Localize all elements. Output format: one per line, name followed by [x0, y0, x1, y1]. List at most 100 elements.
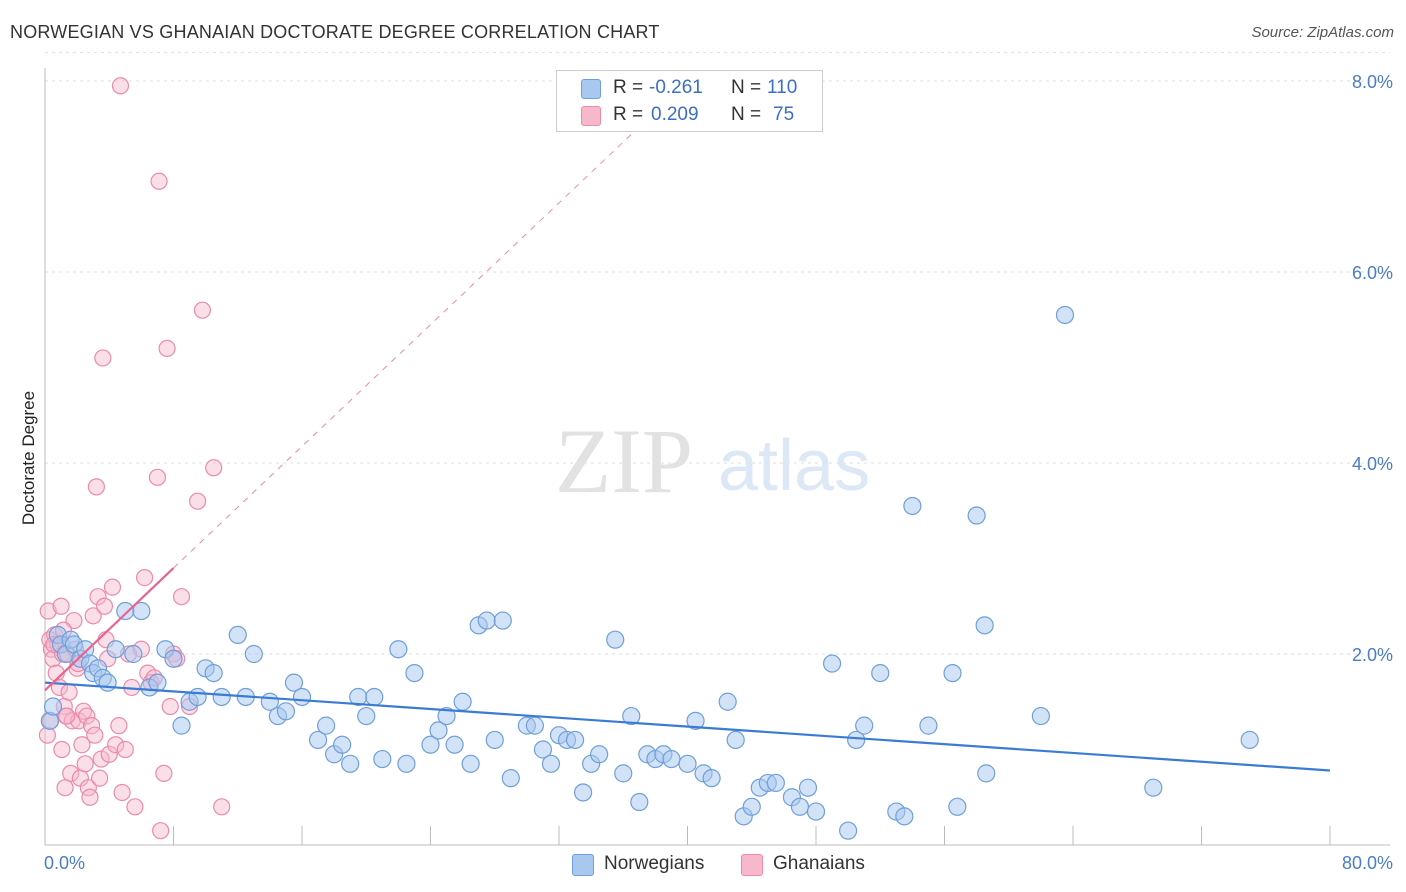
norwegian-point — [405, 663, 424, 683]
watermark-atlas: atlas — [718, 426, 870, 506]
ghanaian-point — [76, 755, 94, 773]
y-tick-label: 2.0% — [1352, 645, 1393, 665]
ghanaian-n-value: 75 — [773, 104, 795, 125]
ghanaian-point — [87, 478, 106, 496]
norwegian-point — [855, 716, 874, 735]
norwegian-point — [798, 778, 818, 797]
norwegian-point — [919, 716, 938, 735]
ghanaian-point — [107, 736, 125, 754]
norwegian-point — [1144, 778, 1163, 797]
ghanaian-point — [73, 736, 91, 754]
norwegian-point — [975, 616, 994, 635]
ghanaian-point — [148, 468, 167, 486]
ghanaian-point — [161, 697, 179, 716]
ghanaian-point — [155, 764, 173, 782]
ghanaian-point — [60, 683, 78, 701]
ghanaian-point — [113, 783, 131, 802]
ghanaian-n-label: N = — [731, 104, 762, 125]
ghanaian-points — [38, 77, 231, 840]
norwegian-point — [565, 730, 585, 750]
norwegian-point — [373, 749, 392, 769]
norwegian-point — [365, 687, 384, 707]
norwegian-point — [453, 692, 472, 711]
norwegian-point — [790, 797, 810, 816]
tick-labels: 2.0% 4.0% 6.0% 8.0% 0.0% 80.0% — [44, 72, 1393, 873]
ghanaian-point — [193, 301, 212, 319]
ghanaian-point — [94, 349, 112, 367]
norwegian-point — [839, 821, 858, 840]
norwegian-point — [541, 754, 561, 773]
ghanaian-point — [39, 602, 57, 620]
chart-title: NORWEGIAN VS GHANAIAN DOCTORATE DEGREE C… — [10, 22, 660, 42]
ghanaian-point — [82, 717, 101, 735]
norwegian-point — [421, 735, 440, 754]
ghanaian-point — [172, 588, 191, 606]
norwegian-n-value: 110 — [767, 77, 798, 98]
ghanaians-swatch — [741, 854, 763, 876]
norwegian-point — [622, 706, 641, 726]
ghanaian-point — [58, 707, 76, 725]
norwegian-point — [477, 611, 496, 630]
norwegian-point — [333, 735, 352, 754]
norwegian-point — [614, 764, 633, 783]
y-tick-label: 8.0% — [1352, 72, 1393, 92]
norwegian-point — [630, 792, 649, 812]
norwegians-swatch — [572, 854, 594, 876]
norwegian-point — [357, 706, 376, 726]
norwegian-point — [188, 687, 207, 707]
norwegian-swatch — [581, 79, 601, 99]
norwegian-point — [573, 783, 593, 802]
norwegian-point — [276, 702, 296, 721]
ghanaian-point — [135, 568, 154, 587]
norwegian-point — [106, 640, 125, 659]
y-tick-label: 6.0% — [1352, 263, 1393, 283]
ghanaian-trend-line — [44, 567, 175, 692]
norwegian-point — [662, 749, 681, 769]
norwegian-point — [1055, 305, 1075, 325]
ghanaian-r-label: R = — [613, 104, 644, 125]
norwegian-point — [493, 611, 512, 630]
norwegian-point — [678, 754, 697, 773]
ghanaian-point — [53, 740, 71, 759]
norwegian-point — [533, 740, 553, 759]
grid-lines — [45, 51, 1390, 655]
x-tick-label: 0.0% — [44, 853, 85, 873]
norwegian-point — [501, 769, 520, 788]
norwegian-point — [686, 711, 705, 730]
watermark-zip: ZIP — [555, 410, 693, 512]
norwegian-point — [172, 716, 191, 735]
ghanaian-point — [188, 492, 207, 510]
ghanaian-point — [81, 788, 99, 806]
ghanaian-point — [103, 578, 122, 596]
norwegian-point — [726, 730, 745, 750]
norwegian-point — [948, 797, 967, 816]
ghanaian-point — [95, 597, 114, 615]
norwegian-point — [590, 745, 609, 764]
norwegian-point — [895, 807, 914, 826]
norwegian-point — [148, 673, 167, 692]
norwegian-point — [204, 663, 223, 683]
ghanaian-point — [91, 769, 109, 787]
ghanaian-trend-extension — [173, 118, 648, 569]
norwegian-point — [292, 687, 312, 707]
ghanaian-r-value: 0.209 — [651, 104, 699, 125]
norwegian-point — [847, 730, 866, 750]
ghanaian-point — [52, 597, 70, 615]
ghanaian-point — [152, 822, 170, 840]
ghanaian-point — [84, 607, 102, 625]
norwegian-r-label: R = — [613, 77, 644, 98]
stats-legend: R = -0.261 N = 110 R = 0.209 N = 75 — [556, 70, 823, 132]
norwegian-point — [903, 496, 922, 516]
norwegian-point — [806, 802, 826, 821]
norwegian-point — [766, 773, 785, 793]
norwegian-point — [485, 730, 504, 750]
norwegian-point — [977, 764, 996, 783]
norwegian-point — [822, 654, 842, 673]
norwegian-point — [525, 716, 545, 735]
ghanaians-label: Ghanaians — [773, 853, 865, 874]
ghanaian-point — [78, 707, 96, 725]
norwegian-points — [40, 305, 1259, 840]
norwegians-label: Norwegians — [604, 853, 705, 874]
trend-lines — [44, 118, 1331, 772]
